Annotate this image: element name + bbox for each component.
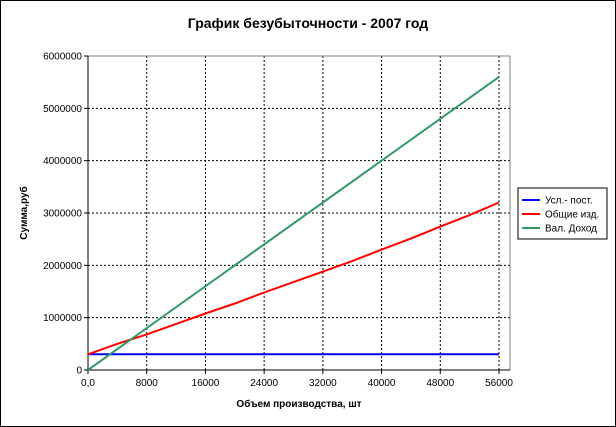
x-tick-label: 48000 bbox=[426, 378, 454, 389]
x-axis-title: Объем производства, шт bbox=[236, 398, 361, 410]
y-tick-label: 2000000 bbox=[43, 261, 82, 272]
x-tick-label: 32000 bbox=[309, 378, 337, 389]
x-tick-label: 16000 bbox=[192, 378, 220, 389]
legend: Усл.- пост. Общие изд. Вал. Доход bbox=[517, 187, 608, 240]
y-tick-label: 1000000 bbox=[43, 313, 82, 324]
y-tick-label: 3000000 bbox=[43, 209, 82, 220]
legend-label-2: Общие изд. bbox=[545, 209, 599, 221]
series-group bbox=[87, 76, 500, 371]
x-tick-label: 0,0 bbox=[81, 378, 95, 389]
y-tick-label: 4000000 bbox=[43, 156, 82, 167]
grid bbox=[88, 55, 510, 370]
x-tick-label: 56000 bbox=[485, 378, 513, 389]
x-tick-group: 0,0 8000 16000 24000 32000 40000 48000 56000 bbox=[81, 370, 513, 389]
plot-area-border bbox=[87, 55, 511, 371]
x-tick-label: 24000 bbox=[250, 378, 278, 389]
series-line-2 bbox=[87, 201, 500, 356]
y-tick-label: 6000000 bbox=[43, 52, 82, 63]
y-tick-group: 0 1000000 2000000 3000000 4000000 5000000 6000… bbox=[43, 52, 88, 377]
y-tick-label: 5000000 bbox=[43, 104, 82, 115]
x-tick-label: 8000 bbox=[136, 378, 159, 389]
legend-label-1: Усл.- пост. bbox=[545, 196, 593, 207]
y-tick-label: 0 bbox=[76, 366, 82, 377]
y-axis-title: Сумма,руб bbox=[18, 186, 30, 239]
chart-title: График безубыточности - 2007 год bbox=[188, 15, 428, 31]
series-line-3 bbox=[87, 76, 500, 371]
legend-label-3: Вал. Доход bbox=[545, 224, 597, 235]
x-tick-label: 40000 bbox=[368, 378, 396, 389]
